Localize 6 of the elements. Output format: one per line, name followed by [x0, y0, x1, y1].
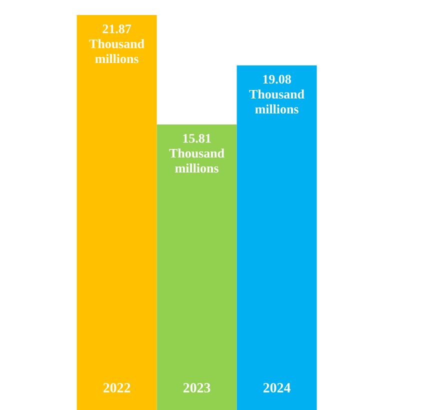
x-tick-label: 2024: [263, 383, 290, 392]
x-tick-label: 2022: [103, 383, 130, 392]
x-tick-label: 2023: [183, 383, 210, 392]
data-label: 21.87 Thousand millions: [89, 24, 144, 64]
data-label: 19.08 Thousand millions: [249, 74, 304, 114]
data-label: 15.81 Thousand millions: [169, 134, 224, 173]
